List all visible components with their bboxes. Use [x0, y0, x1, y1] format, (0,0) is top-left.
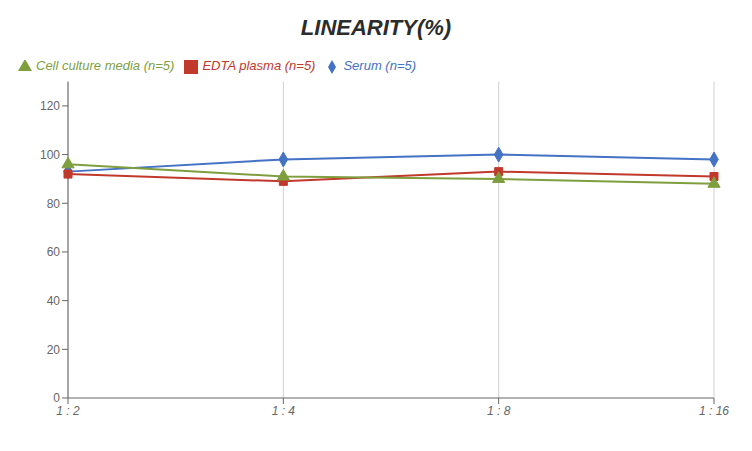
svg-text:0: 0 — [53, 391, 60, 405]
svg-text:100: 100 — [40, 148, 60, 162]
svg-text:60: 60 — [47, 245, 61, 259]
svg-text:1 : 2: 1 : 2 — [56, 404, 80, 418]
html-text:Serum (n=5): Serum (n=5) — [343, 58, 417, 73]
html-text:Cell culture media (n=5): Cell culture media (n=5) — [36, 58, 175, 73]
html-text:EDTA plasma (n=5): EDTA plasma (n=5) — [202, 58, 316, 73]
svg-text:40: 40 — [47, 294, 61, 308]
svg-text:80: 80 — [47, 197, 61, 211]
svg-text:1 : 16: 1 : 16 — [699, 404, 729, 418]
svg-text:1 : 8: 1 : 8 — [487, 404, 511, 418]
svg-text:20: 20 — [47, 343, 61, 357]
html-text:LINEARITY(%): LINEARITY(%) — [300, 15, 452, 40]
svg-text:1 : 4: 1 : 4 — [272, 404, 296, 418]
svg-text:120: 120 — [40, 99, 60, 113]
